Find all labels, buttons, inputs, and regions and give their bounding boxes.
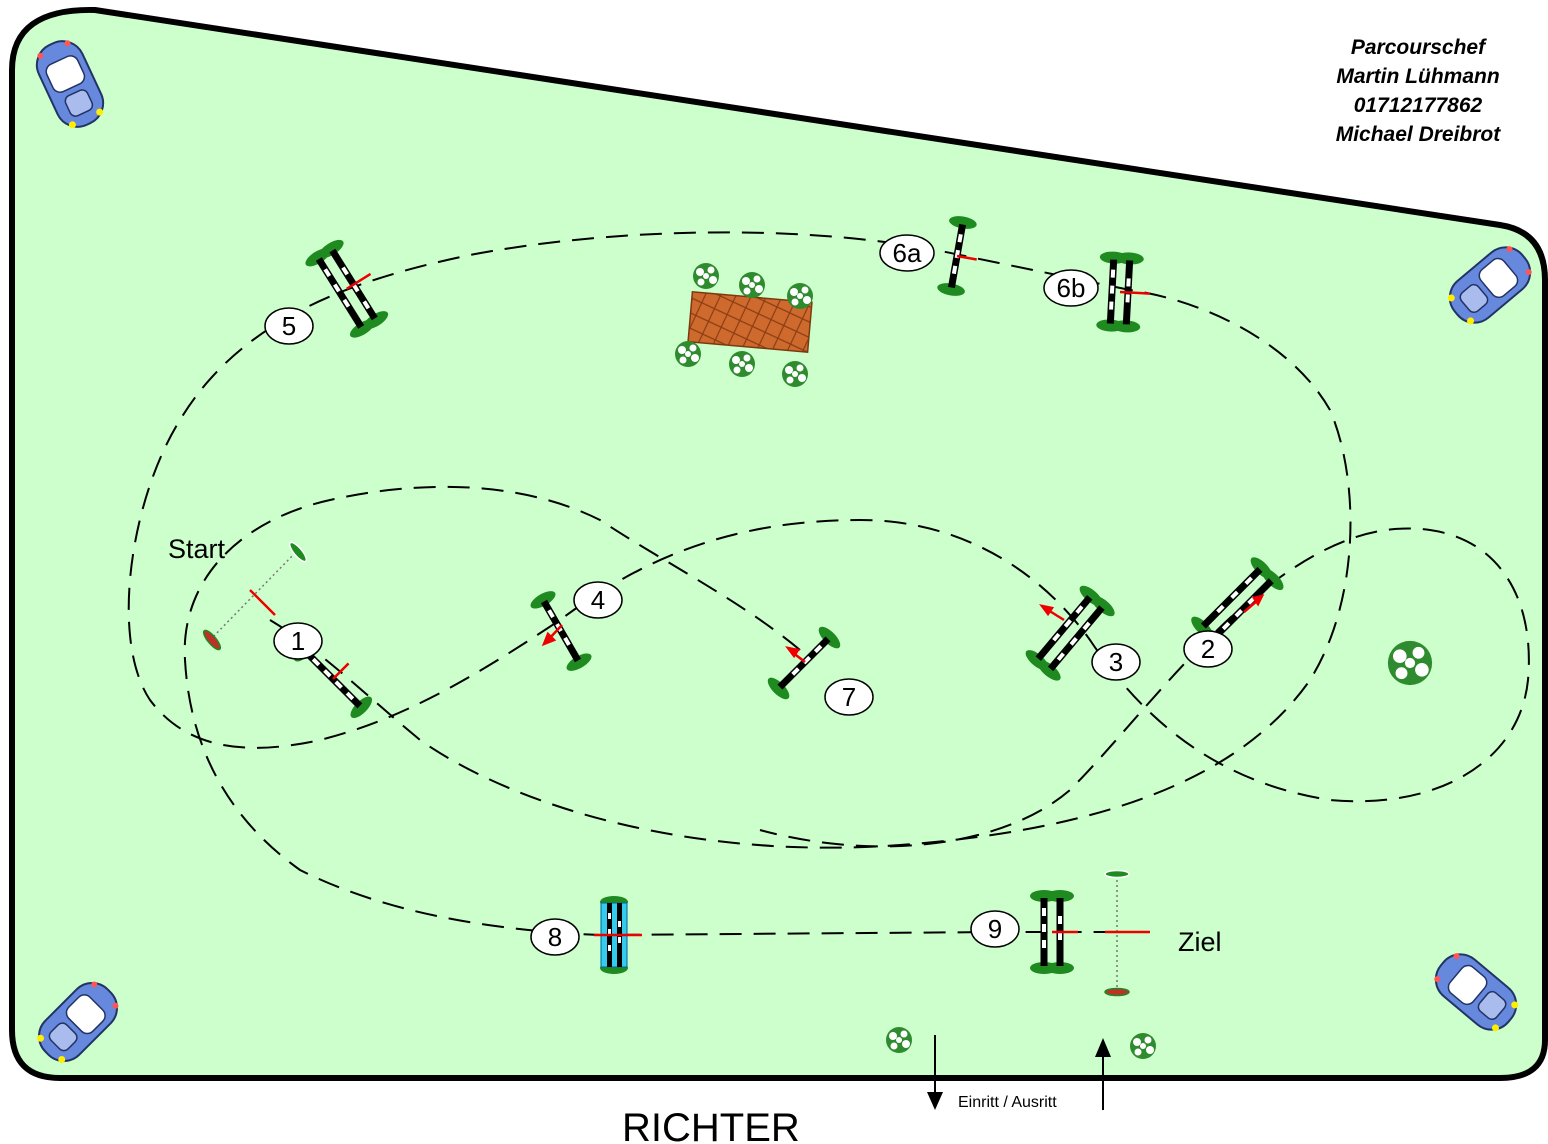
obstacle-1-fence [290,636,376,722]
svg-text:7: 7 [842,682,856,712]
obstacle-number-4: 4 [573,581,623,619]
svg-text:Parcourschef: Parcourschef [1351,36,1487,59]
direction-arrows [541,594,1265,663]
course-credits: Parcourschef Martin Lühmann 01712177862 … [1336,36,1502,146]
judge-label: RICHTER [622,1106,800,1144]
entrance-label: Einritt / Ausritt [958,1094,1057,1111]
obstacle-number-6a: 6a [879,234,935,272]
exit-arrow-icon [927,1035,943,1110]
svg-text:01712177862: 01712177862 [1354,94,1483,117]
svg-text:4: 4 [591,585,605,615]
obstacle-number-6b: 6b [1043,269,1099,307]
start-label: Start [168,534,226,564]
wood-pile-decoration [675,263,813,387]
obstacle-6a-fence [936,214,978,298]
entrance-arrow-icon [1095,1038,1111,1110]
riding-path [127,231,1530,937]
start-line [202,541,308,651]
bush-entrance-left [886,1027,912,1053]
obstacle-5-fence [302,236,391,342]
obstacle-8-water-fence [594,896,642,974]
svg-text:9: 9 [988,914,1002,944]
arena [9,6,1548,1081]
obstacle-2-fence [1187,553,1287,653]
obstacle-3-fence [1022,582,1118,685]
svg-text:6a: 6a [893,238,922,268]
obstacle-number-7: 7 [824,678,874,716]
obstacle-number-3: 3 [1091,643,1141,681]
finish-label: Ziel [1178,927,1222,957]
obstacle-9-fence [1030,890,1078,974]
svg-text:5: 5 [282,311,296,341]
svg-text:Martin Lühmann: Martin Lühmann [1336,65,1499,88]
obstacle-6b-fence [1095,250,1151,334]
svg-text:6b: 6b [1057,273,1086,303]
bush-right [1387,640,1433,686]
svg-text:Michael Dreibrot: Michael Dreibrot [1336,123,1502,146]
svg-text:1: 1 [291,626,305,656]
obstacle-number-8: 8 [530,918,580,956]
obstacle-number-1: 1 [273,622,323,660]
obstacle-number-2: 2 [1183,630,1233,668]
svg-text:3: 3 [1109,647,1123,677]
bush-entrance-right [1130,1033,1156,1059]
obstacle-number-5: 5 [264,307,314,345]
finish-line [1104,869,1150,997]
svg-text:2: 2 [1201,634,1215,664]
obstacle-4-fence [527,587,595,675]
obstacle-number-9: 9 [970,910,1020,948]
svg-text:8: 8 [548,922,562,952]
